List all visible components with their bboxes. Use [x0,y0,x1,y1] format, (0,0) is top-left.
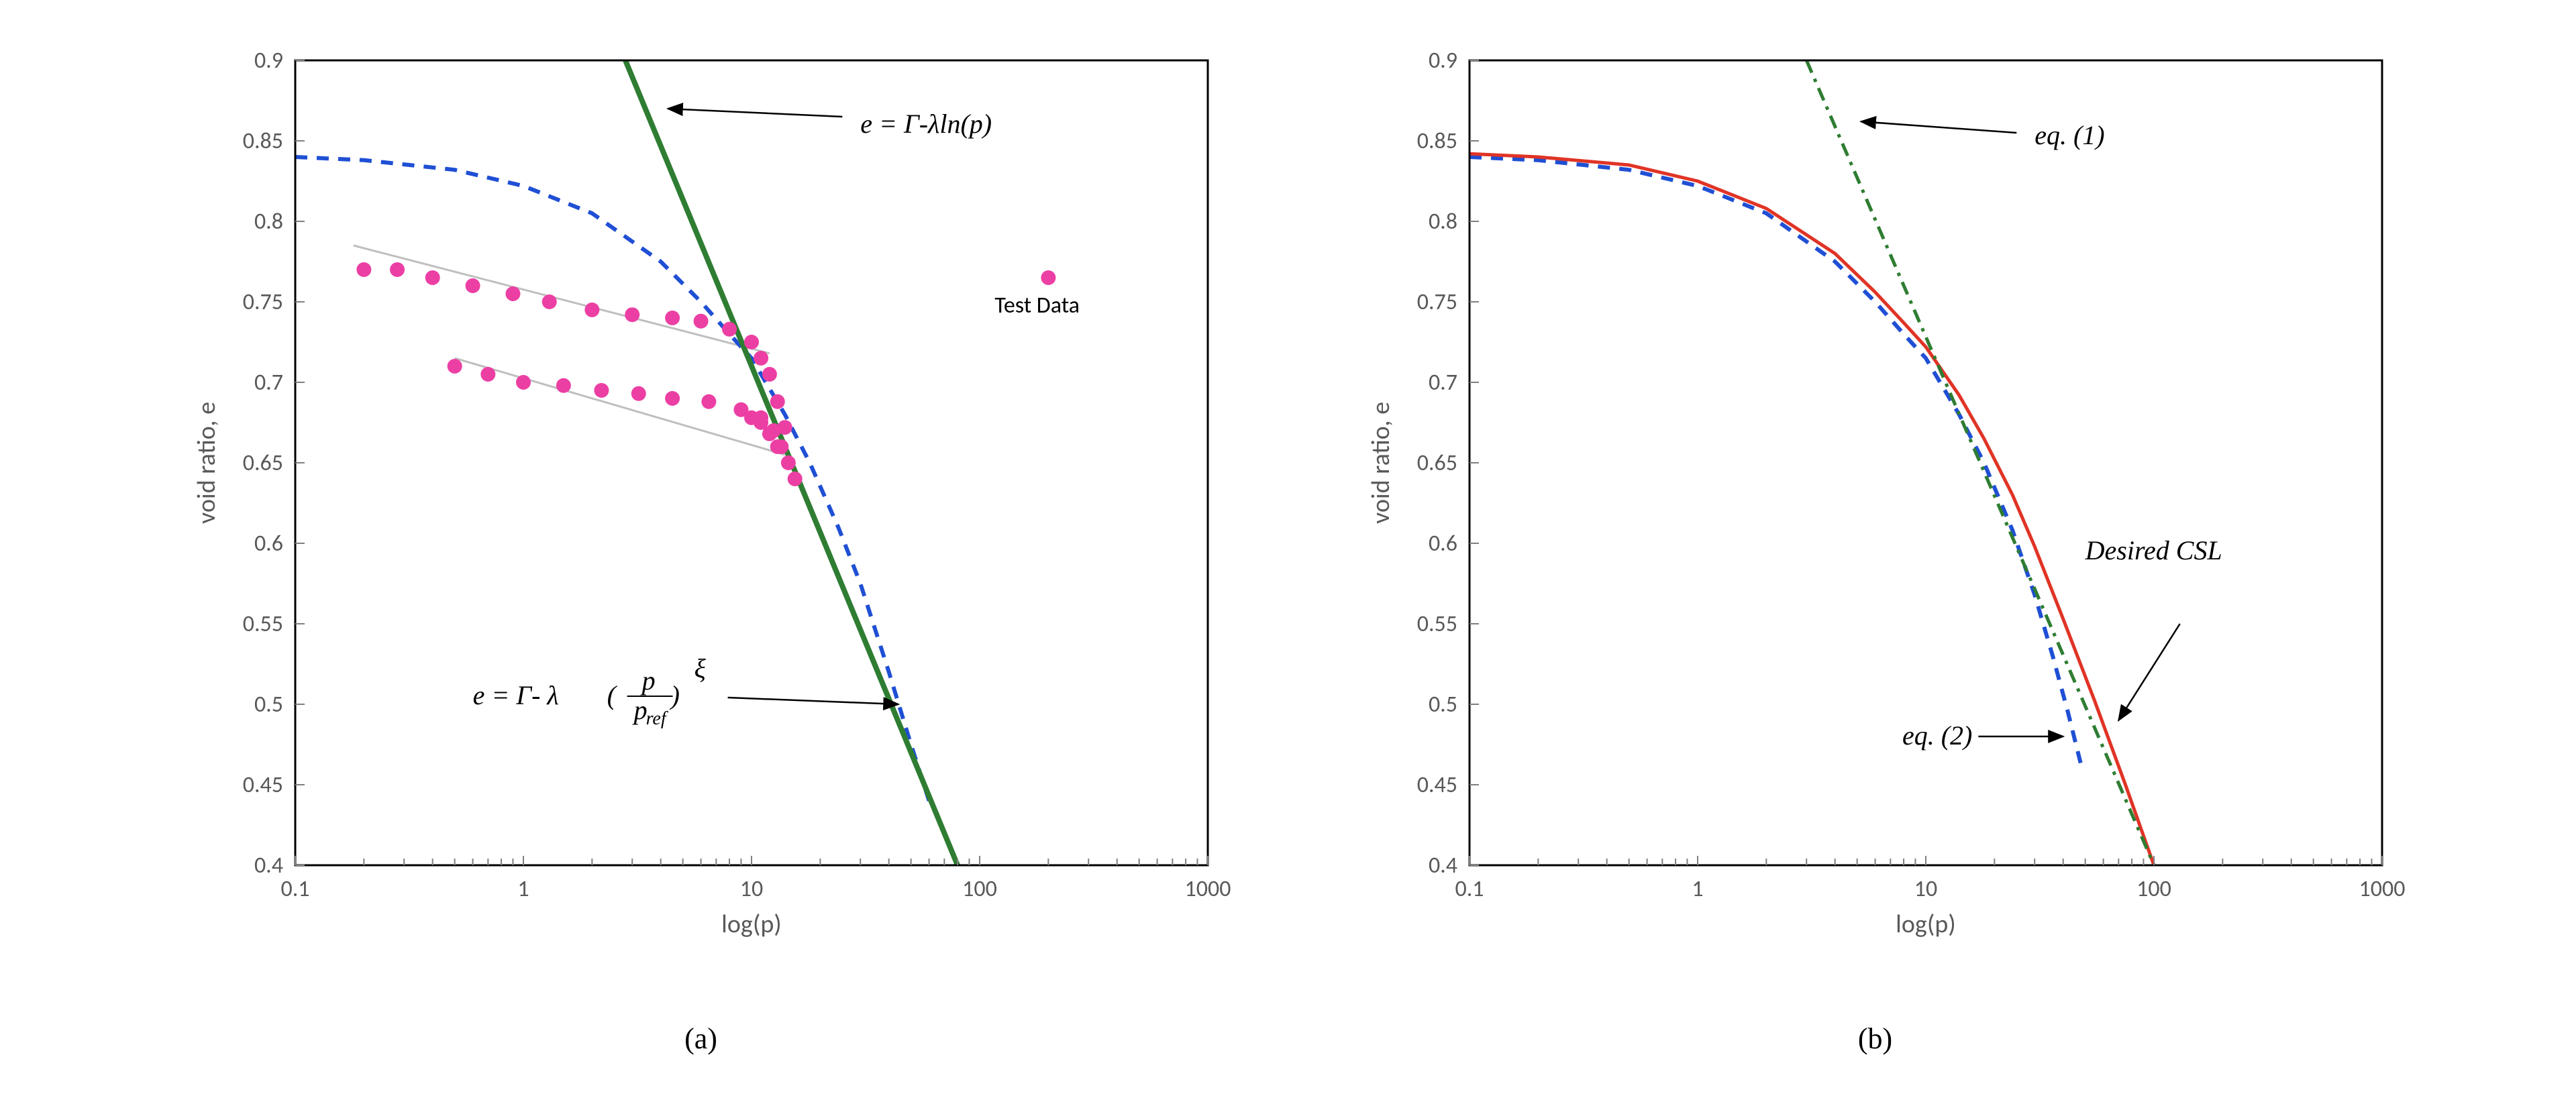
svg-text:log(p): log(p) [1896,909,1956,940]
svg-text:0.85: 0.85 [242,127,282,155]
svg-text:0.9: 0.9 [1428,47,1457,74]
svg-text:0.8: 0.8 [1428,208,1457,235]
svg-text:void ratio, e: void ratio, e [191,402,222,524]
svg-text:0.7: 0.7 [1428,369,1457,396]
svg-text:0.9: 0.9 [254,47,282,74]
svg-text:0.4: 0.4 [254,852,282,879]
chart-a-svg: 0.4 0.45 0.5 0.55 0.6 0.65 0.7 0.75 0.8 0.85 0.9 0.… [148,27,1255,999]
svg-text:0.4: 0.4 [1428,852,1457,879]
panel-a-label: (a) [684,1022,717,1056]
svg-text:void ratio, e: void ratio, e [1366,402,1396,524]
chart-a: 0.4 0.45 0.5 0.55 0.6 0.65 0.7 0.75 0.8 0.85 0.9 0.… [148,27,1255,1003]
svg-text:1000: 1000 [2359,875,2405,903]
svg-text:10: 10 [739,875,762,903]
svg-text:ξ: ξ [694,653,706,683]
panel-b-label: (b) [1858,1022,1892,1056]
panel-b: 0.4 0.45 0.5 0.55 0.6 0.65 0.7 0.75 0.8 0.85 0.9 0.… [1322,27,2429,1056]
svg-text:Desired CSL: Desired CSL [2084,535,2222,565]
svg-text:log(p): log(p) [721,909,782,940]
svg-text:Test Data: Test Data [994,292,1080,319]
svg-text:0.55: 0.55 [1416,610,1457,638]
chart-b: 0.4 0.45 0.5 0.55 0.6 0.65 0.7 0.75 0.8 0.85 0.9 0.… [1322,27,2429,1003]
chart-b-svg: 0.4 0.45 0.5 0.55 0.6 0.65 0.7 0.75 0.8 0.85 0.9 0.… [1322,27,2429,999]
svg-text:e = Γ- λ: e = Γ- λ [472,680,558,710]
svg-text:0.7: 0.7 [254,369,282,396]
svg-text:1: 1 [517,875,529,903]
svg-text:0.65: 0.65 [1416,449,1457,477]
svg-text:100: 100 [962,875,997,903]
svg-text:0.6: 0.6 [254,530,282,557]
figure-container: 0.4 0.45 0.5 0.55 0.6 0.65 0.7 0.75 0.8 0.85 0.9 0.… [27,27,2549,1056]
svg-text:0.85: 0.85 [1416,127,1457,155]
svg-text:e = Γ-λln(p): e = Γ-λln(p) [860,109,992,139]
svg-text:eq. (2): eq. (2) [1902,720,1971,751]
panel-a: 0.4 0.45 0.5 0.55 0.6 0.65 0.7 0.75 0.8 0.85 0.9 0.… [148,27,1255,1056]
svg-text:10: 10 [1914,875,1937,903]
svg-text:0.75: 0.75 [1416,288,1457,316]
svg-text:1000: 1000 [1184,875,1231,903]
svg-text:0.75: 0.75 [242,288,282,316]
svg-text:0.45: 0.45 [242,771,282,799]
svg-text:0.65: 0.65 [242,449,282,477]
svg-text:eq. (1): eq. (1) [2034,120,2104,150]
svg-text:0.1: 0.1 [280,875,309,903]
svg-text:p: p [639,665,655,696]
svg-text:0.8: 0.8 [254,208,282,235]
svg-text:ref: ref [646,708,668,729]
svg-text:(: ( [607,680,617,710]
svg-text:0.5: 0.5 [1428,691,1457,718]
svg-text:100: 100 [2136,875,2171,903]
svg-text:): ) [669,680,679,710]
svg-text:0.55: 0.55 [242,610,282,638]
svg-text:0.6: 0.6 [1428,530,1457,557]
svg-text:0.1: 0.1 [1455,875,1484,903]
svg-text:0.5: 0.5 [254,691,282,718]
svg-text:p: p [631,695,647,725]
svg-text:1: 1 [1692,875,1703,903]
svg-text:0.45: 0.45 [1416,771,1457,799]
